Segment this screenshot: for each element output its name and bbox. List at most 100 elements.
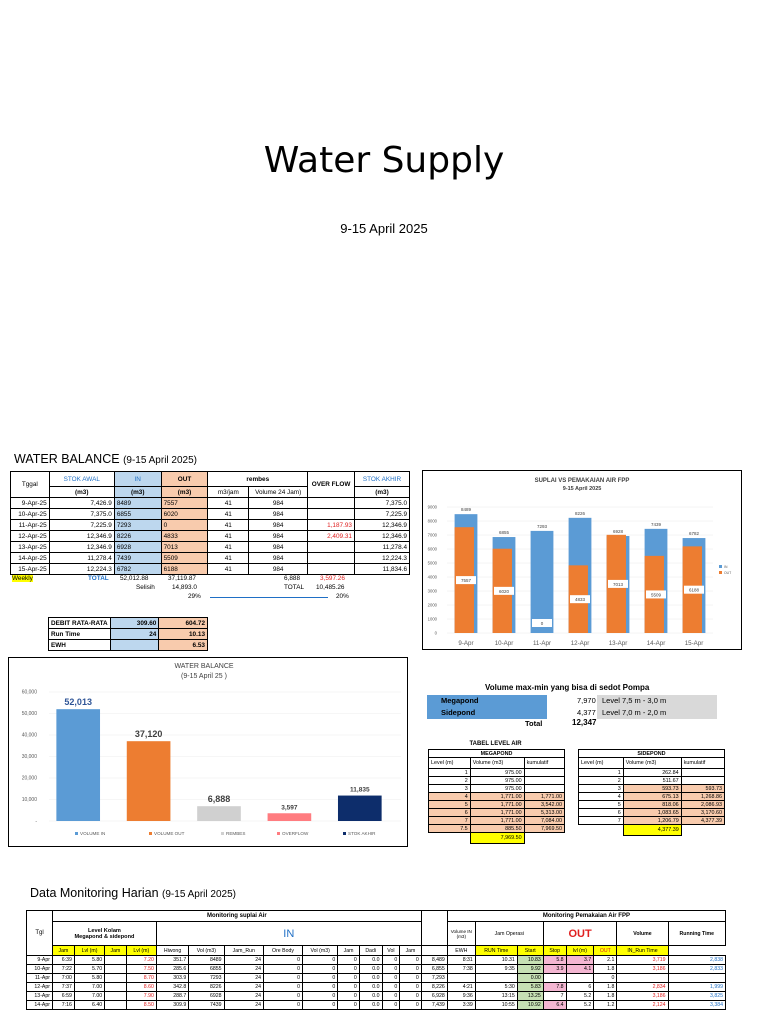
monitoring-cell [565,973,595,983]
mp-row: 2 975.00 [428,776,566,785]
sp-col-level: Level (m) [578,757,624,769]
mon-subheader-cell: lvl (m) [565,945,595,956]
chart1-ytick: 8000 [428,519,438,524]
megapond-level: Level 7,5 m - 3,0 m [602,696,667,705]
chart1-ytick: 5000 [428,561,438,566]
megapond-rows: 1 975.00 2 975.00 3 975.00 4 1,771.00 1,771.00 5 1… [428,768,566,833]
chart1-legend-out-swatch [719,571,722,574]
monitoring-cell: 0.0 [358,982,383,992]
wb-cell-date: 11-Apr-25 [10,519,50,531]
monitoring-cell: 6,928 [420,991,448,1001]
pct-2: 20% [336,593,349,600]
wb-cell-of [307,552,355,564]
mon-subheader-cell: Start [516,945,544,956]
wb-cell-date: 13-Apr-25 [10,541,50,553]
monitoring-cell: 303.9 [155,973,190,983]
mp-row: 7 1,771.00 7,084.00 [428,816,566,825]
monitoring-cell: 2,124 [616,1000,669,1010]
chart1-label-in: 8226 [575,511,586,516]
sp-cell: 6 [578,808,624,817]
water-balance-table: Tggal STOK AWAL IN OUT rembes OVER FLOW … [10,471,411,575]
chart2-legend-label: VOLUME OUT [154,831,185,836]
chart1-label-out-bg [570,595,590,604]
volume-maxmin-title: Volume max-min yang bisa di sedot Pompa [485,683,650,692]
mon-subheader-cell: IN_Run Time [616,945,669,956]
monitoring-cell: 10.92 [516,1000,544,1010]
monitoring-cell: 12-Apr [26,982,53,992]
monitoring-cell: 0 [337,955,360,965]
monitoring-row: 10-Apr 7:22 5.70 7.50 285.6 6855 24 0 0 0 0.0 0 0 6,8… [26,964,726,974]
monitoring-cell: 13-Apr [26,991,53,1001]
monitoring-cell: 7:16 [52,1000,75,1010]
mon-jam-operasi: Jam Operasi [474,921,544,946]
monitoring-cell [542,973,567,983]
monitoring-cell: 309.9 [155,1000,190,1010]
wb-cell-vol: 984 [248,497,309,509]
monitoring-cell: 0 [381,964,401,974]
chart2-bar [337,795,382,821]
chart2-value-label: 11,835 [350,787,370,794]
sp-cell: 593.73 [680,784,726,793]
monitoring-cell: 0 [302,964,339,974]
monitoring-cell: 24 [223,955,264,965]
water-balance-row: 14-Apr-25 11,278.4 7439 5509 41 984 12,224.3 [10,552,411,564]
mp-cell: 7,969.50 [523,824,566,833]
monitoring-cell: 5:30 [474,982,518,992]
total-overflow: 3,597.26 [320,575,345,582]
sp-row: 5 818.06 2,086.93 [578,800,726,809]
page-date: 9-15 April 2025 [340,221,428,236]
monitoring-cell: 0 [399,1000,422,1010]
mon-pemakaian-title: Monitoring Pemakaian Air FPP [446,910,726,922]
monitoring-row: 14-Apr 7:16 6.40 8.50 309.9 7439 24 0 0 0 0.0 0 0 7,4… [26,1000,726,1010]
wb-cell-awal: 7,426.9 [48,497,115,509]
selisih-value: 14,893.0 [172,584,197,591]
sidepond-table-wrap: SIDEPOND Level (m) Volume (m3) kumulatif 1… [578,749,726,836]
wb-cell-m3jam: 41 [207,552,250,564]
chart1-xtick: 9-Apr [458,640,473,647]
sp-cell: 2 [578,776,624,785]
water-balance-heading-text: WATER BALANCE [14,452,120,466]
chart1-xtick: 10-Apr [495,640,514,647]
wb-cell-akhir: 7,375.0 [353,497,411,509]
mon-subheader-cell: Jam [104,945,127,956]
monitoring-cell: 1.8 [593,991,618,1001]
monitoring-cell: 351.7 [155,955,190,965]
megapond-title: MEGAPOND [428,749,565,758]
sp-cell: 262.84 [622,768,682,777]
monitoring-cell: 288.7 [155,991,190,1001]
monitoring-cell: 5.2 [565,991,595,1001]
monitoring-cell: 7:00 [52,973,75,983]
mon-suplai-spacer [420,910,448,946]
wb-cell-m3jam: 41 [207,519,250,531]
monitoring-cell: 7.00 [73,991,106,1001]
unit-vol24: Volume 24 Jam) [248,486,309,498]
chart2-subtitle: (9-15 April 25 ) [181,673,227,680]
chart1-title: SUPLAI VS PEMAKAIAN AIR FPP [535,478,630,484]
monitoring-cell: 7293 [188,973,225,983]
monitoring-cell: 7,293 [420,973,448,983]
col-stok-awal: STOK AWAL [48,471,115,487]
mp-cell: 3,542.00 [523,800,566,809]
monitoring-cell: 6.40 [73,1000,106,1010]
monitoring-cell: 8,226 [420,982,448,992]
monitoring-cell: 0 [262,955,304,965]
wb-cell-of: 1,187.93 [307,519,355,531]
monitoring-cell: 1.2 [593,1000,618,1010]
sp-cell: 1,268.86 [680,792,726,801]
runtime-in: 24 [109,628,160,640]
wb-cell-out: 6188 [160,563,209,575]
sp-cell: 818.06 [622,800,682,809]
mon-subheader-cell: Jam_Run [223,945,264,956]
sp-row: 4 675.13 1,268.86 [578,792,726,801]
wb-cell-out: 6020 [160,508,209,520]
wb-cell-out: 7013 [160,541,209,553]
mon-level-kolam-1: Level Kolam [87,927,121,934]
monitoring-cell: 7,439 [420,1000,448,1010]
monitoring-cell: 0 [302,991,339,1001]
level-gray-bar [597,695,717,719]
monitoring-cell: 3,719 [616,955,669,965]
sp-cell: 3 [578,784,624,793]
monitoring-cell: 8.70 [125,973,157,983]
mp-row: 4 1,771.00 1,771.00 [428,792,566,801]
chart1-label-out: 4833 [575,597,586,602]
